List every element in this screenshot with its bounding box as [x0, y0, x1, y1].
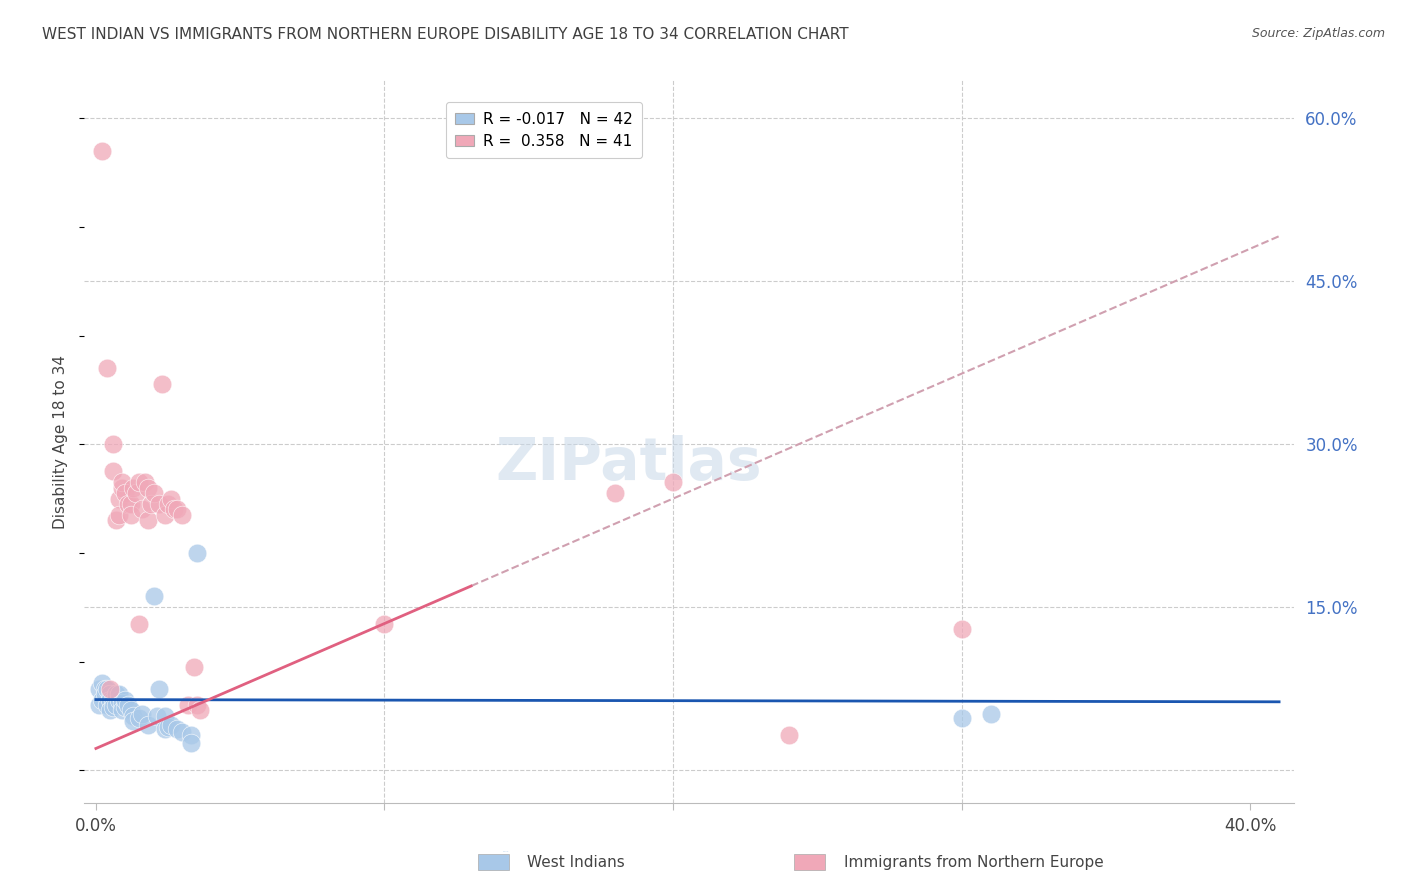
Point — [103, 464, 125, 478]
Point — [157, 497, 180, 511]
Point — [148, 497, 170, 511]
Point — [186, 698, 208, 712]
Point — [136, 513, 159, 527]
Point — [108, 692, 131, 706]
Point — [120, 508, 142, 522]
Point — [128, 475, 150, 490]
Point — [142, 590, 165, 604]
Point — [103, 692, 125, 706]
Point — [166, 722, 188, 736]
Y-axis label: Disability Age 18 to 34: Disability Age 18 to 34 — [53, 354, 69, 529]
Point — [139, 497, 162, 511]
Text: ZIPatlas: ZIPatlas — [495, 434, 762, 491]
Point — [148, 681, 170, 696]
Point — [172, 725, 194, 739]
Point — [87, 698, 110, 712]
Point — [105, 513, 128, 527]
Point — [145, 709, 167, 723]
Point — [96, 361, 118, 376]
Point — [90, 676, 112, 690]
Point — [108, 508, 131, 522]
Point — [136, 717, 159, 731]
Point — [134, 475, 156, 490]
Point — [114, 692, 136, 706]
Text: West Indians: West Indians — [527, 855, 626, 870]
Point — [950, 711, 973, 725]
Point — [131, 502, 153, 516]
Point — [662, 475, 685, 490]
Point — [125, 486, 148, 500]
Point — [166, 502, 188, 516]
Point — [160, 717, 183, 731]
Point — [180, 728, 202, 742]
Point — [120, 703, 142, 717]
Point — [98, 692, 121, 706]
Point — [90, 692, 112, 706]
Point — [96, 681, 118, 696]
Point — [114, 700, 136, 714]
Point — [153, 722, 176, 736]
Point — [103, 437, 125, 451]
Text: #a8c8e8: #a8c8e8 — [503, 851, 509, 852]
Point — [103, 700, 125, 714]
Point — [108, 687, 131, 701]
Point — [93, 687, 115, 701]
Point — [180, 736, 202, 750]
Point — [111, 696, 134, 710]
Point — [153, 508, 176, 522]
Point — [163, 502, 186, 516]
Point — [90, 144, 112, 158]
Point — [120, 497, 142, 511]
Point — [778, 728, 800, 742]
Point — [122, 714, 145, 729]
Point — [157, 720, 180, 734]
Point — [105, 687, 128, 701]
Point — [87, 681, 110, 696]
Point — [131, 706, 153, 721]
Point — [111, 481, 134, 495]
Point — [105, 698, 128, 712]
Point — [605, 486, 627, 500]
Point — [153, 709, 176, 723]
Point — [98, 703, 121, 717]
Point — [117, 497, 139, 511]
Point — [111, 475, 134, 490]
Point — [128, 711, 150, 725]
Point — [186, 546, 208, 560]
Point — [136, 481, 159, 495]
Point — [979, 706, 1001, 721]
Point — [142, 486, 165, 500]
Point — [950, 622, 973, 636]
Point — [111, 703, 134, 717]
Point — [150, 377, 173, 392]
Point — [98, 681, 121, 696]
Point — [98, 687, 121, 701]
Text: WEST INDIAN VS IMMIGRANTS FROM NORTHERN EUROPE DISABILITY AGE 18 TO 34 CORRELATI: WEST INDIAN VS IMMIGRANTS FROM NORTHERN … — [42, 27, 849, 42]
Point — [122, 481, 145, 495]
Text: Immigrants from Northern Europe: Immigrants from Northern Europe — [844, 855, 1104, 870]
Point — [117, 698, 139, 712]
Point — [188, 703, 211, 717]
Legend: R = -0.017   N = 42, R =  0.358   N = 41: R = -0.017 N = 42, R = 0.358 N = 41 — [446, 103, 641, 159]
Text: Source: ZipAtlas.com: Source: ZipAtlas.com — [1251, 27, 1385, 40]
Point — [177, 698, 200, 712]
Point — [93, 681, 115, 696]
Point — [373, 616, 395, 631]
Point — [172, 508, 194, 522]
Point — [96, 698, 118, 712]
Point — [160, 491, 183, 506]
Point — [114, 486, 136, 500]
Point — [128, 616, 150, 631]
Point — [108, 491, 131, 506]
Point — [183, 660, 205, 674]
Point — [122, 709, 145, 723]
